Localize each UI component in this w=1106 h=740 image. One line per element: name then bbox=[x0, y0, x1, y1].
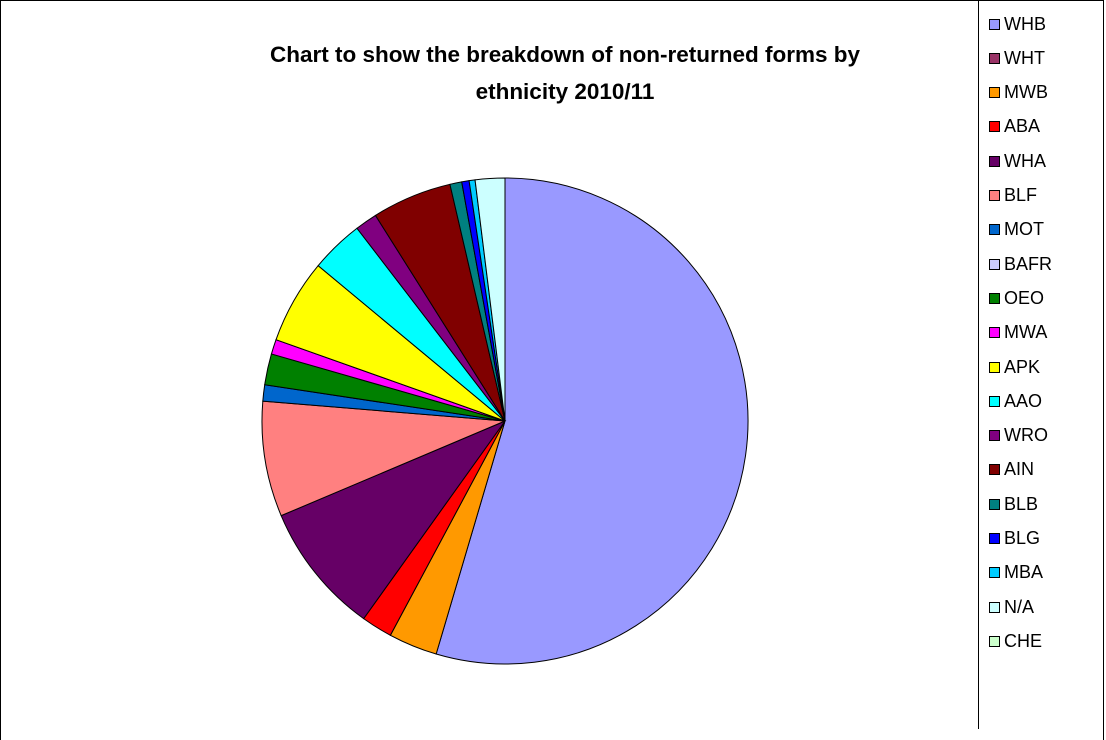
chart-title-line-1: Chart to show the breakdown of non-retur… bbox=[269, 42, 861, 67]
pie-chart bbox=[261, 177, 749, 665]
legend-label: BLG bbox=[1004, 528, 1041, 548]
legend-item-aba: ABA bbox=[989, 113, 1040, 141]
legend-swatch bbox=[989, 533, 1000, 544]
legend-swatch bbox=[989, 52, 1000, 64]
chart-title: Chart to show the breakdown of non-retur… bbox=[140, 36, 990, 110]
legend-swatch bbox=[989, 258, 1000, 270]
legend-label: BLB bbox=[1004, 493, 1039, 514]
legend-label: MOT bbox=[1004, 219, 1044, 240]
legend-item-bafr: BAFR bbox=[989, 250, 1052, 278]
legend-item-whb: WHB bbox=[989, 10, 1046, 38]
legend-item-oeo: OEO bbox=[989, 284, 1044, 312]
legend-swatch bbox=[989, 430, 1000, 442]
legend-item-wha: WHA bbox=[989, 147, 1046, 175]
legend-swatch bbox=[989, 327, 1000, 339]
legend-item-mba: MBA bbox=[989, 559, 1043, 587]
legend-item-blb: BLB bbox=[989, 490, 1038, 518]
legend-swatch bbox=[989, 121, 1000, 133]
chart-legend: WHB WHT MWB ABA WHA BLF MOT BAFR OEO MWA APK AAO WRO… bbox=[978, 0, 1106, 729]
legend-item-ain: AIN bbox=[989, 456, 1034, 484]
legend-item-mot: MOT bbox=[989, 216, 1044, 244]
legend-label: WRO bbox=[1004, 425, 1048, 446]
pie-slice-n-a bbox=[474, 177, 506, 422]
legend-label: MWB bbox=[1004, 82, 1048, 103]
legend-swatch bbox=[989, 292, 1000, 304]
legend-label: OEO bbox=[1004, 287, 1045, 308]
legend-swatch bbox=[989, 190, 1000, 201]
pie-slice-blf bbox=[261, 400, 506, 517]
legend-label: WHB bbox=[1004, 13, 1046, 34]
legend-item-blf: BLF bbox=[989, 182, 1037, 210]
legend-item-blg: BLG bbox=[989, 525, 1040, 553]
legend-item-mwa: MWA bbox=[989, 319, 1047, 347]
legend-swatch bbox=[989, 18, 1000, 30]
legend-item-apk: APK bbox=[989, 353, 1040, 381]
pie-slice-wha bbox=[280, 419, 507, 620]
legend-label: APK bbox=[1004, 356, 1041, 377]
legend-label: AAO bbox=[1004, 390, 1043, 411]
pie-slice-whb bbox=[435, 177, 749, 665]
legend-swatch bbox=[989, 498, 1000, 510]
legend-swatch bbox=[989, 224, 1000, 236]
legend-swatch bbox=[989, 155, 1000, 167]
legend-swatch bbox=[989, 635, 1000, 647]
legend-item-wht: WHT bbox=[989, 44, 1045, 72]
legend-label: CHE bbox=[1004, 630, 1043, 651]
legend-swatch bbox=[989, 464, 1000, 476]
legend-item-mwb: MWB bbox=[989, 79, 1048, 107]
legend-item-aao: AAO bbox=[989, 387, 1042, 415]
legend-label: MWA bbox=[1004, 322, 1048, 343]
legend-label: BAFR bbox=[1004, 253, 1053, 274]
legend-label: WHA bbox=[1004, 150, 1046, 171]
legend-swatch bbox=[989, 361, 1000, 373]
legend-label: BLF bbox=[1004, 185, 1038, 205]
legend-label: N/A bbox=[1004, 596, 1035, 617]
legend-item-che: CHE bbox=[989, 627, 1042, 655]
legend-swatch bbox=[989, 601, 1000, 613]
legend-label: AIN bbox=[1004, 459, 1035, 480]
legend-swatch bbox=[989, 87, 1000, 99]
legend-label: ABA bbox=[1004, 116, 1041, 137]
legend-item-wro: WRO bbox=[989, 422, 1048, 450]
legend-item-n-a: N/A bbox=[989, 593, 1034, 621]
chart-title-line-2: ethnicity 2010/11 bbox=[475, 79, 655, 104]
legend-label: MBA bbox=[1004, 562, 1044, 583]
legend-swatch bbox=[989, 567, 1000, 579]
legend-swatch bbox=[989, 395, 1000, 407]
legend-label: WHT bbox=[1004, 47, 1045, 68]
